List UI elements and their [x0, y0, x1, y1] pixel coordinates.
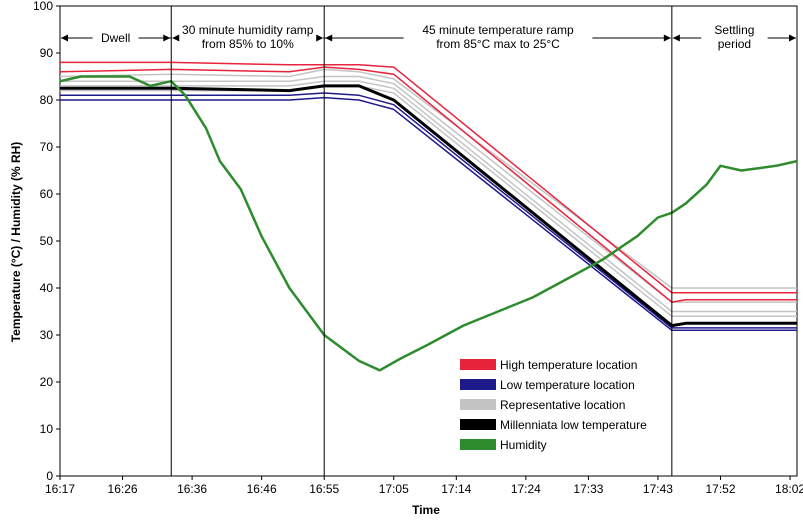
x-tick-label: 17:14	[441, 482, 471, 496]
x-tick-label: 16:26	[108, 482, 138, 496]
x-tick-label: 17:52	[706, 482, 736, 496]
annotation-label: from 85°C max to 25°C	[436, 37, 560, 51]
series-line-representative-location	[59, 68, 797, 289]
legend-label-millenniata-low-temperature: Millenniata low temperature	[500, 418, 647, 432]
annotation-arrow-head	[316, 34, 324, 42]
legend-label-low-temperature-location: Low temperature location	[500, 378, 635, 392]
y-tick-label: 50	[40, 234, 54, 248]
y-tick-label: 10	[40, 422, 54, 436]
series-line-high-temperature-location	[60, 61, 797, 294]
series-line-representative-location	[60, 75, 797, 303]
x-tick-label: 17:33	[573, 482, 603, 496]
legend-swatch-millenniata-low-temperature	[460, 419, 496, 430]
y-axis-title: Temperature (°C) / Humidity (% RH)	[9, 142, 23, 343]
legend-swatch-low-temperature-location	[460, 379, 496, 390]
y-tick-label: 30	[40, 328, 54, 342]
annotation-arrow-head	[325, 34, 333, 42]
x-tick-label: 16:17	[45, 482, 75, 496]
annotation-arrow-head	[672, 34, 680, 42]
y-tick-label: 100	[33, 0, 53, 13]
x-tick-label: 18:02	[775, 482, 803, 496]
y-tick-label: 70	[40, 140, 54, 154]
legend-swatch-humidity	[460, 439, 496, 450]
axes: 0 10 20 30 40 50 60 70 80 90 100 16:17 16:26 16:36 16:…	[33, 0, 803, 496]
x-axis-title: Time	[412, 503, 440, 517]
y-tick-label: 0	[46, 469, 53, 483]
plot-area	[59, 5, 798, 477]
x-tick-label: 16:55	[309, 482, 339, 496]
legend-label-high-temperature-location: High temperature location	[500, 358, 637, 372]
legend: High temperature location Low temperature…	[460, 358, 647, 452]
annotation-label: 45 minute temperature ramp	[422, 23, 574, 37]
x-tick-label: 16:36	[177, 482, 207, 496]
annotation-label: from 85% to 10%	[202, 37, 294, 51]
legend-label-humidity: Humidity	[500, 438, 547, 452]
annotation-label: Settling	[714, 23, 754, 37]
annotation-arrow-head	[61, 34, 68, 42]
series-line-low-temperature-location	[60, 96, 797, 332]
series-layer	[59, 61, 798, 372]
y-tick-label: 80	[40, 93, 54, 107]
legend-label-representative-location: Representative location	[500, 398, 625, 412]
legend-swatch-representative-location	[460, 399, 496, 410]
series-line-high-temperature-location	[59, 66, 797, 303]
x-tick-label: 17:24	[511, 482, 541, 496]
x-tick-label: 17:05	[379, 482, 409, 496]
annotation-label: 30 minute humidity ramp	[182, 23, 314, 37]
x-tick-label: 16:46	[247, 482, 277, 496]
series-line-millenniata-low-temperature	[60, 84, 797, 328]
phase-lines	[170, 6, 673, 476]
annotation-label: Dwell	[101, 31, 130, 45]
series-line-representative-location	[60, 80, 797, 313]
legend-swatch-high-temperature-location	[460, 359, 496, 370]
annotation-arrow-head	[172, 34, 180, 42]
y-tick-label: 90	[40, 46, 54, 60]
plot-frame	[59, 5, 798, 477]
annotation-label: period	[718, 37, 751, 51]
y-tick-label: 20	[40, 375, 54, 389]
annotation-arrow-head	[663, 34, 671, 42]
annotation-arrow-head	[789, 34, 796, 42]
y-tick-label: 40	[40, 281, 54, 295]
x-tick-label: 17:43	[643, 482, 673, 496]
series-line-low-temperature-location	[60, 92, 797, 329]
y-tick-label: 60	[40, 187, 54, 201]
